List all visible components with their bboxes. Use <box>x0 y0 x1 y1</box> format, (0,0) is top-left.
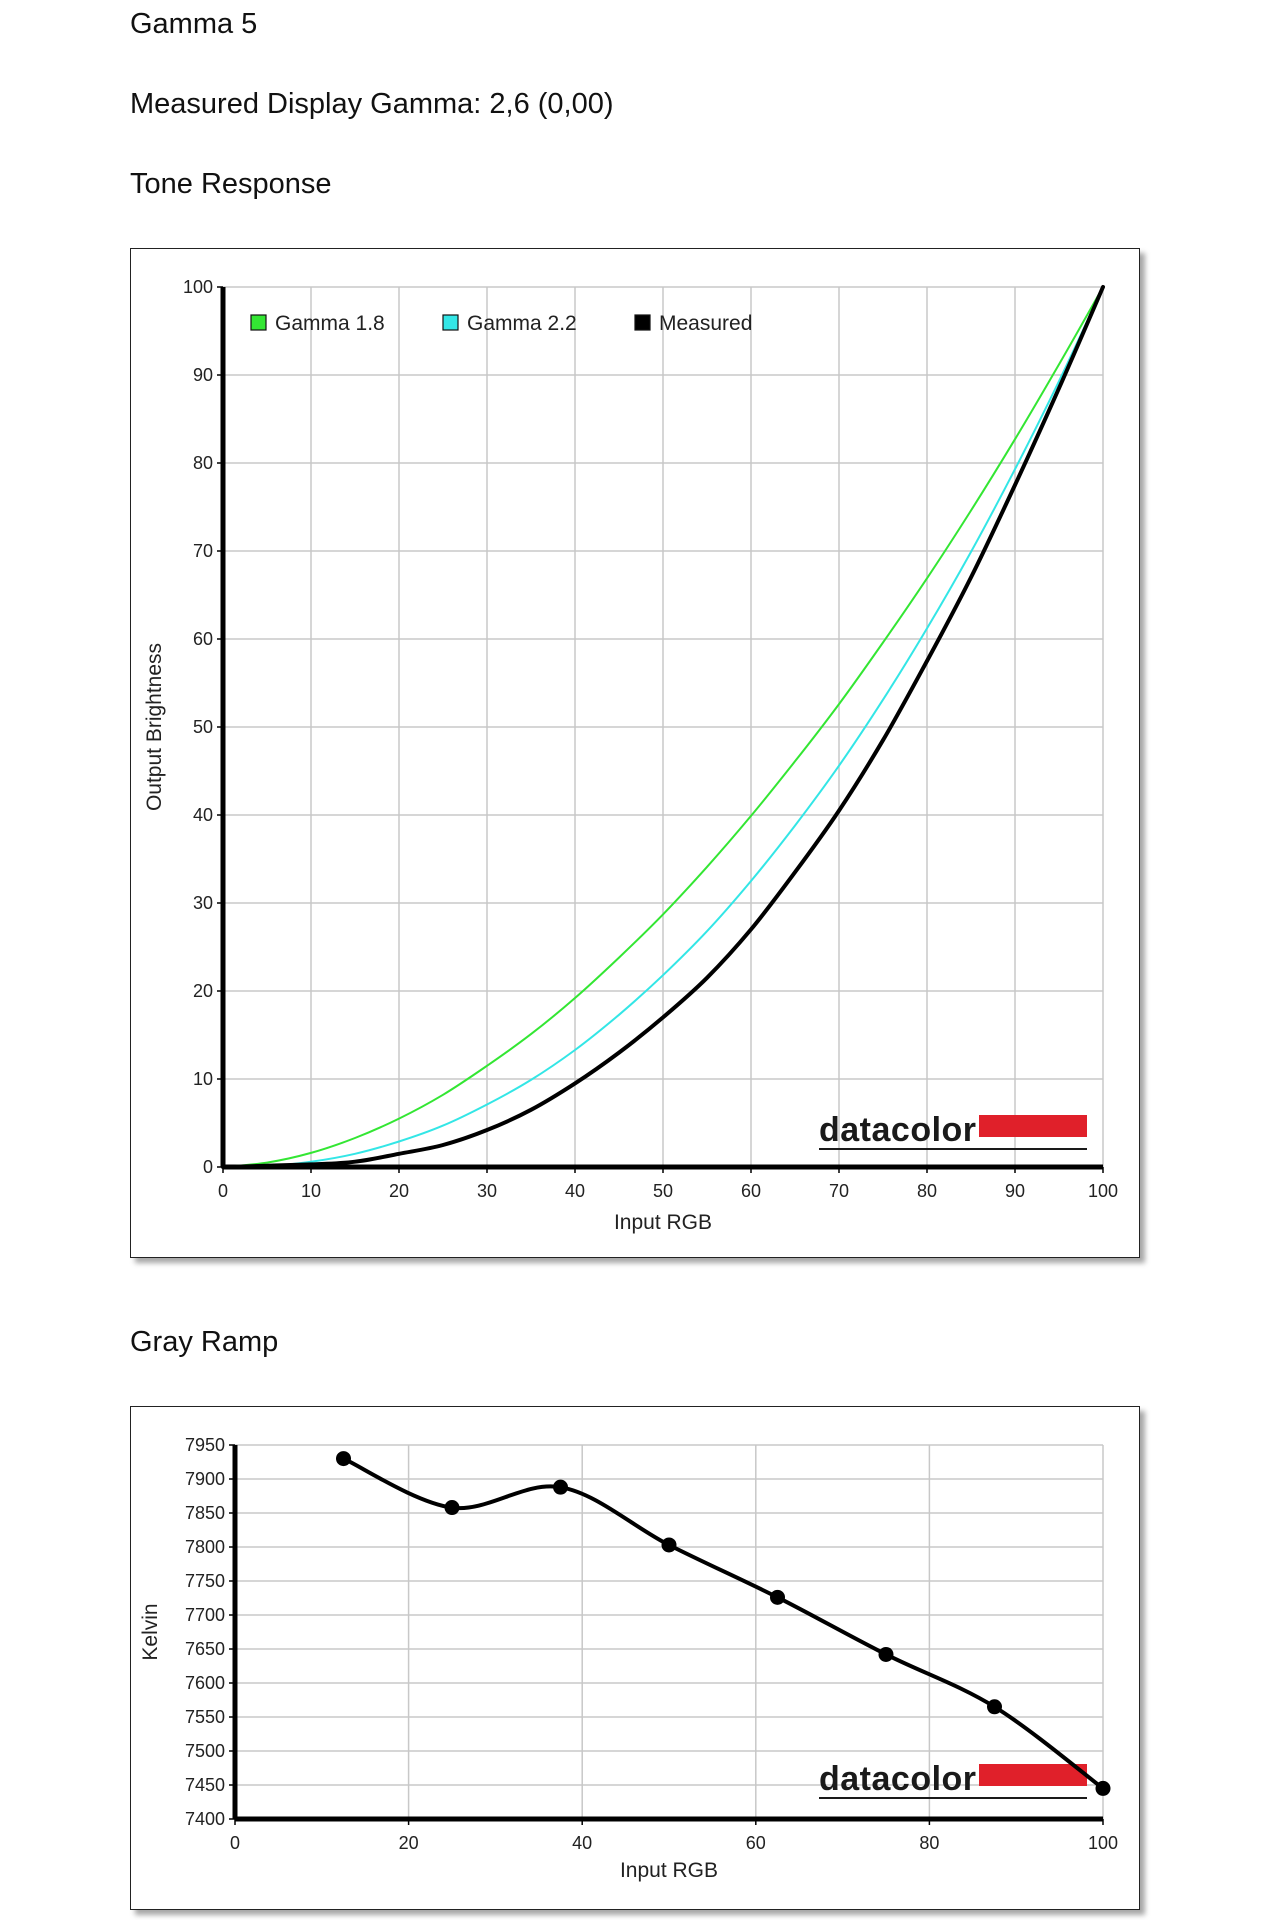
y-axis-title: Kelvin <box>139 1603 162 1660</box>
x-tick-label: 90 <box>1005 1181 1025 1201</box>
x-tick-label: 50 <box>653 1181 673 1201</box>
data-point <box>553 1479 568 1495</box>
data-point <box>770 1589 785 1605</box>
measured-gamma-label: Measured Display Gamma: 2,6 (0,00) <box>130 88 614 120</box>
y-tick-label: 10 <box>193 1069 213 1089</box>
y-tick-label: 60 <box>193 629 213 649</box>
legend: Gamma 1.8 Gamma 2.2 Measured <box>250 312 752 335</box>
series-line-gamma-1-8 <box>222 286 1104 1168</box>
data-point <box>444 1500 460 1516</box>
y-tick-label: 0 <box>203 1157 213 1177</box>
y-tick-label: 100 <box>183 277 213 297</box>
y-tick-label: 80 <box>193 453 213 473</box>
x-tick-label: 60 <box>741 1181 761 1201</box>
gray-ramp-svg: 0 20 40 60 80 100 7400 7450 7500 7550 7600 7650 7700… <box>139 1435 1118 1882</box>
gray-ramp-chart: 0 20 40 60 80 100 7400 7450 7500 7550 7600 7650 7700… <box>130 1406 1140 1910</box>
y-tick-label: 7600 <box>185 1673 225 1693</box>
data-point <box>336 1451 351 1467</box>
legend-label: Gamma 1.8 <box>275 312 385 335</box>
y-axis-title: Output Brightness <box>143 643 166 811</box>
logo-red-bar <box>979 1764 1087 1786</box>
x-tick-label: 0 <box>218 1181 228 1201</box>
x-tick-label: 40 <box>572 1833 592 1853</box>
datacolor-logo: datacolor <box>819 1111 1087 1150</box>
tone-response-chart: 0 10 20 30 40 50 60 70 80 90 100 0 10 20 30 40 50 60 70 80 9… <box>130 248 1140 1258</box>
x-tick-label: 0 <box>230 1833 240 1853</box>
y-tick-label: 7900 <box>185 1469 225 1489</box>
x-tick-label: 30 <box>477 1181 497 1201</box>
grid-lines <box>222 286 1104 1168</box>
tone-response-svg: 0 10 20 30 40 50 60 70 80 90 100 0 10 20 30 40 50 60 70 80 9… <box>143 277 1118 1234</box>
y-tick-label: 30 <box>193 893 213 913</box>
series-line-0 <box>341 1456 1105 1791</box>
y-tick-label: 7550 <box>185 1707 225 1727</box>
legend-label: Gamma 2.2 <box>467 312 577 335</box>
y-tick-label: 40 <box>193 805 213 825</box>
y-tick-label: 50 <box>193 717 213 737</box>
y-tick-label: 7650 <box>185 1639 225 1659</box>
legend-swatch <box>250 314 267 331</box>
x-tick-label: 10 <box>301 1181 321 1201</box>
data-point <box>878 1646 894 1662</box>
y-tick-label: 70 <box>193 541 213 561</box>
y-tick-label: 7450 <box>185 1775 225 1795</box>
logo-text: datacolor <box>819 1111 977 1149</box>
legend-label: Measured <box>659 312 752 335</box>
tone-response-heading: Tone Response <box>130 168 332 200</box>
y-tick-label: 20 <box>193 981 213 1001</box>
x-tick-label: 20 <box>389 1181 409 1201</box>
data-point <box>987 1699 1002 1715</box>
datacolor-logo: datacolor <box>819 1760 1087 1799</box>
data-point <box>661 1537 677 1553</box>
y-tick-label: 7750 <box>185 1571 225 1591</box>
y-tick-label: 7500 <box>185 1741 225 1761</box>
gray-ramp-heading: Gray Ramp <box>130 1326 279 1358</box>
x-tick-label: 20 <box>399 1833 419 1853</box>
x-tick-label: 80 <box>919 1833 939 1853</box>
x-tick-label: 70 <box>829 1181 849 1201</box>
x-tick-label: 80 <box>917 1181 937 1201</box>
y-tick-label: 7800 <box>185 1537 225 1557</box>
logo-red-bar <box>979 1115 1087 1137</box>
x-tick-label: 40 <box>565 1181 585 1201</box>
x-tick-label: 100 <box>1088 1181 1118 1201</box>
data-point <box>1095 1780 1111 1796</box>
y-tick-label: 7400 <box>185 1809 225 1829</box>
series-line-measured <box>221 285 1105 1169</box>
page-title: Gamma 5 <box>130 8 258 40</box>
y-tick-label: 90 <box>193 365 213 385</box>
x-axis-title: Input RGB <box>614 1211 712 1234</box>
series-line-gamma-2-2 <box>222 286 1104 1168</box>
y-tick-label: 7850 <box>185 1503 225 1523</box>
y-tick-label: 7950 <box>185 1435 225 1455</box>
logo-text: datacolor <box>819 1760 977 1798</box>
legend-swatch <box>442 314 459 331</box>
x-axis-title: Input RGB <box>620 1859 718 1882</box>
y-tick-label: 7700 <box>185 1605 225 1625</box>
x-tick-label: 60 <box>746 1833 766 1853</box>
legend-swatch <box>634 314 651 331</box>
x-tick-label: 100 <box>1088 1833 1118 1853</box>
